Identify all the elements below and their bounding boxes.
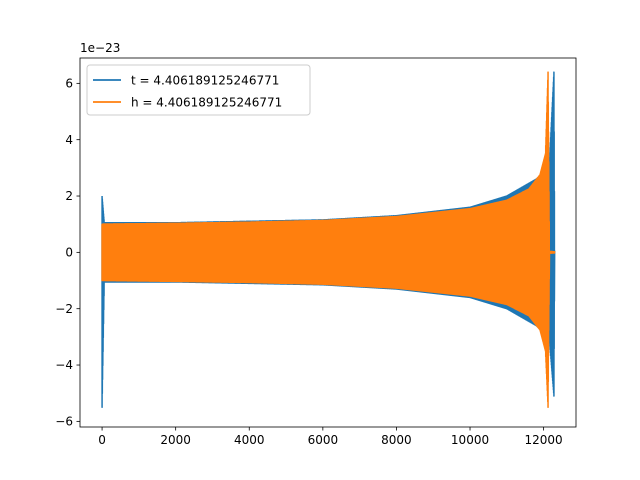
y-tick-label: −2: [55, 302, 73, 316]
x-tick-label: 4000: [234, 433, 265, 447]
y-tick-label: 4: [65, 133, 73, 147]
y-tick-label: −4: [55, 358, 73, 372]
legend-label-2: h = 4.406189125246771: [131, 96, 282, 110]
x-tick-label: 8000: [381, 433, 412, 447]
y-offset-label: 1e−23: [80, 41, 120, 55]
x-axis: 0 2000 4000 6000 8000 10000 12000: [98, 427, 563, 447]
x-tick-label: 0: [98, 433, 106, 447]
plot-area: [101, 71, 556, 409]
y-tick-label: −6: [55, 415, 73, 429]
x-tick-label: 12000: [525, 433, 563, 447]
y-tick-label: 6: [65, 77, 73, 91]
y-tick-label: 0: [65, 246, 73, 260]
y-axis: −6 −4 −2 0 2 4 6: [55, 77, 80, 429]
legend-label-1: t = 4.406189125246771: [131, 74, 279, 88]
series-line-2: [101, 71, 556, 409]
x-tick-label: 6000: [308, 433, 339, 447]
axes-frame: [79, 57, 577, 428]
y-tick-label: 2: [65, 189, 73, 203]
x-tick-label: 10000: [451, 433, 489, 447]
legend-box: [86, 64, 311, 116]
legend: t = 4.406189125246771 h = 4.4061891252467…: [86, 64, 311, 116]
x-tick-label: 2000: [160, 433, 191, 447]
